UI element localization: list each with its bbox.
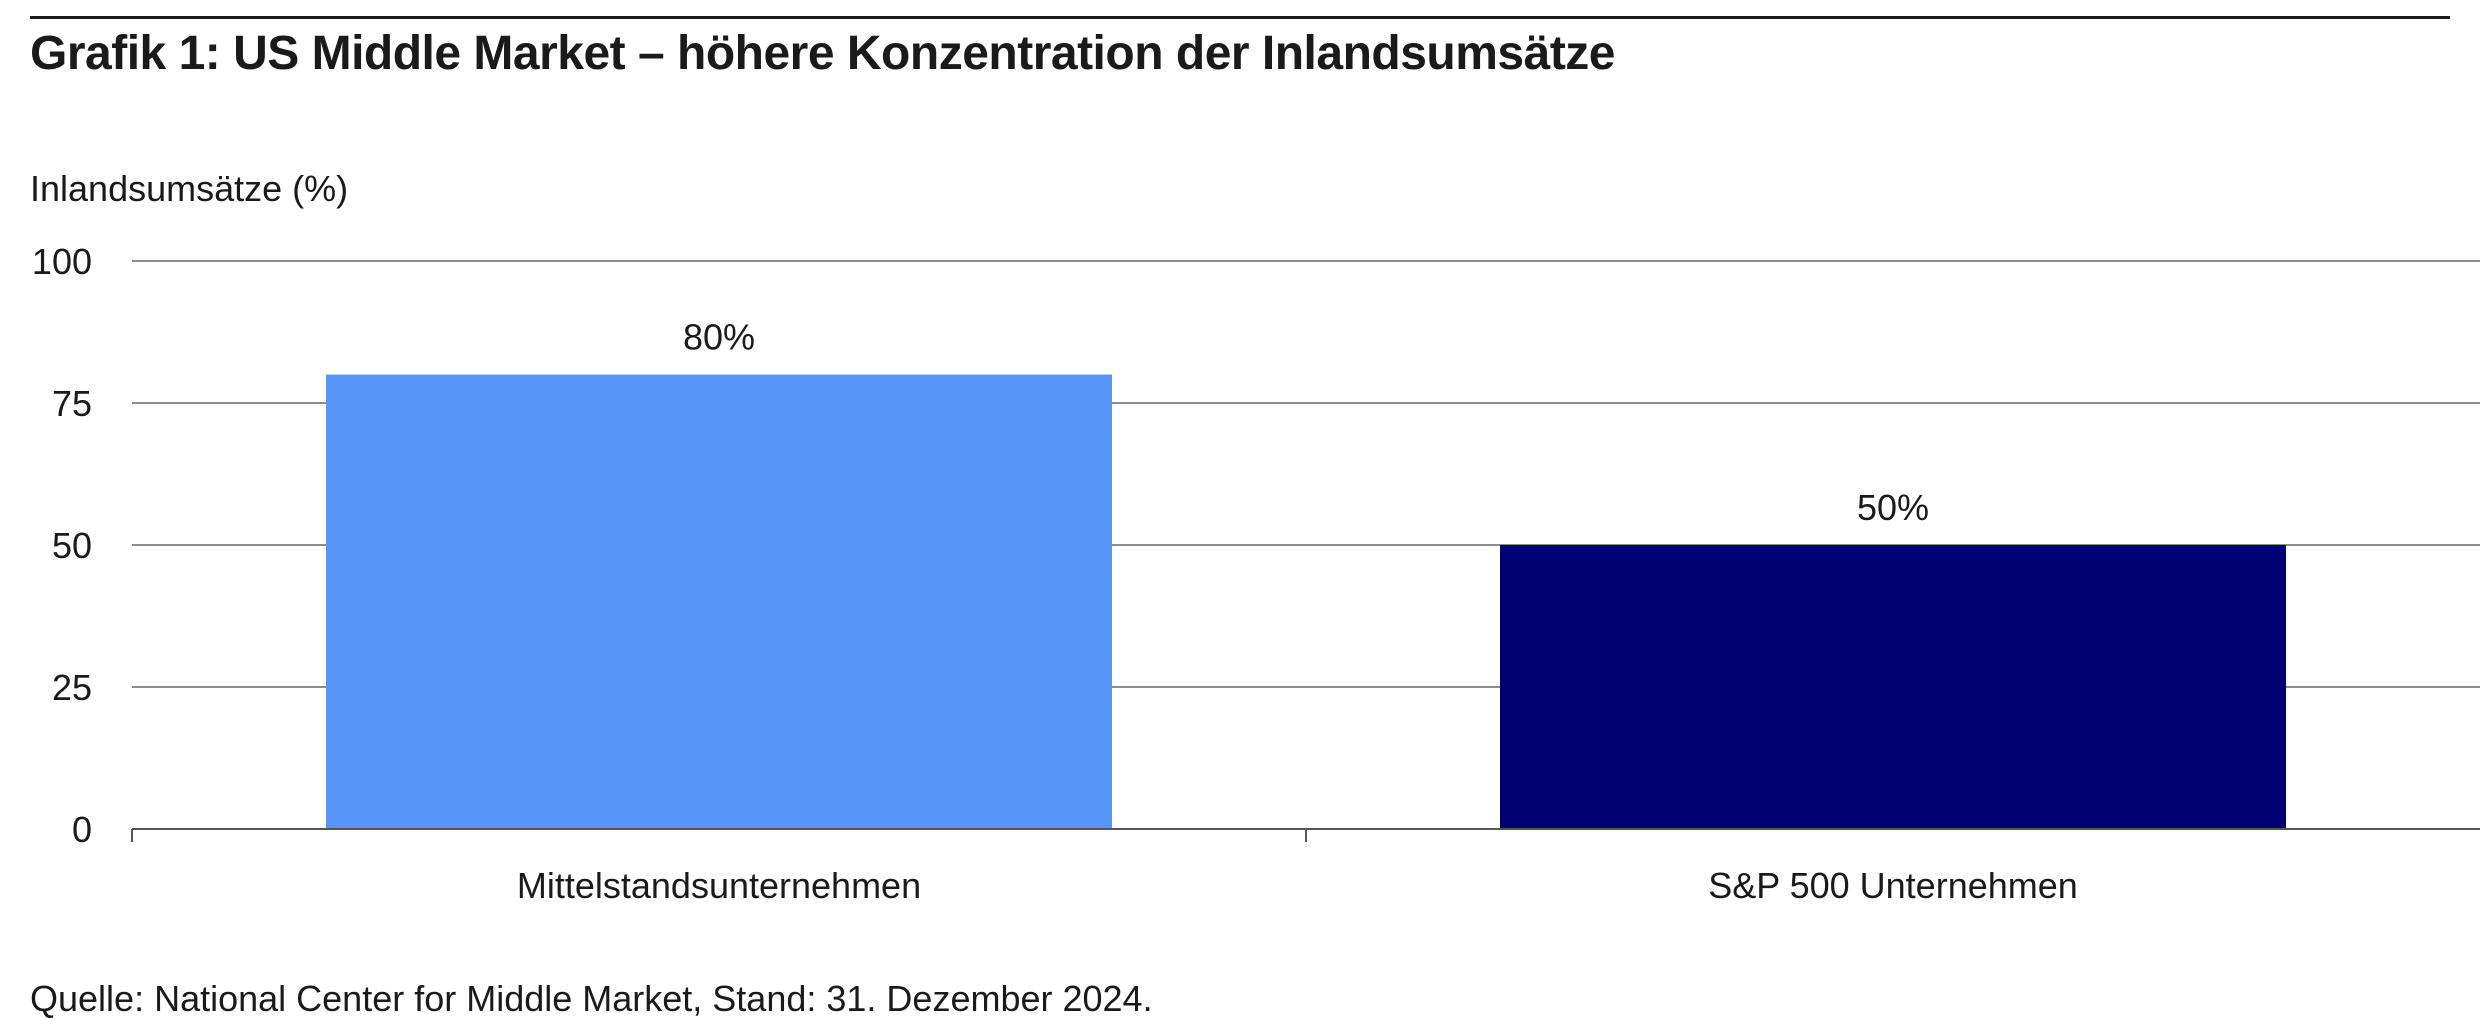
- data-label: 50%: [1857, 487, 1929, 528]
- y-tick-label: 75: [52, 383, 92, 424]
- y-tick-label: 25: [52, 667, 92, 708]
- source-note: Quelle: National Center for Middle Marke…: [30, 978, 1153, 1019]
- data-label: 80%: [683, 317, 755, 358]
- chart-title: Grafik 1: US Middle Market – höhere Konz…: [30, 27, 1616, 80]
- y-tick-label: 100: [32, 241, 92, 282]
- labels: 0 25 50 75 100 80% Mittelstandsunternehmen 50% S…: [32, 241, 2078, 906]
- x-category-label: Mittelstandsunternehmen: [517, 865, 921, 906]
- x-category-label: S&P 500 Unternehmen: [1708, 865, 2078, 906]
- y-axis-label: Inlandsumsätze (%): [30, 168, 349, 209]
- top-rule: [30, 16, 2450, 19]
- y-tick-label: 0: [72, 809, 92, 850]
- bar-0: [326, 374, 1112, 829]
- x-axis: [131, 828, 2480, 842]
- bar-1: [1500, 545, 2286, 829]
- y-tick-label: 50: [52, 525, 92, 566]
- bars: [326, 374, 2286, 829]
